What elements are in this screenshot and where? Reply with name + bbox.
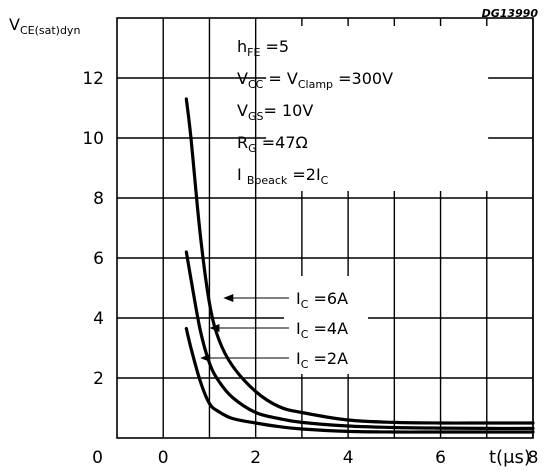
y-tick-label: 6 xyxy=(93,249,104,269)
figure-code: DG13990 xyxy=(482,7,539,20)
series-curves xyxy=(184,97,535,434)
condition-ib: I Bpeack =2IC xyxy=(237,165,329,187)
test-conditions: hFE =5 VCC = VClamp =300V VGS= 10V RG =4… xyxy=(237,37,393,187)
series-curve-2a xyxy=(184,326,535,434)
origin-tick-label: 0 xyxy=(92,448,103,468)
x-tick-label: 4 xyxy=(343,448,354,468)
x-tick-label: 6 xyxy=(435,448,446,468)
legend-label-4a: IC =4A xyxy=(296,319,348,341)
condition-rg: RG =47Ω xyxy=(237,133,308,155)
legend-arrowhead xyxy=(223,294,234,302)
x-tick-label: 8 xyxy=(528,448,539,468)
y-tick-label: 4 xyxy=(93,309,104,329)
y-tick-label: 12 xyxy=(82,69,104,89)
x-tick-label: 0 xyxy=(158,448,169,468)
x-axis-title: t(μs) xyxy=(489,447,531,468)
condition-vgs: VGS= 10V xyxy=(237,101,313,123)
series-curve-4a xyxy=(184,250,535,431)
plot-frame xyxy=(116,17,534,439)
legend-label-2a: IC =2A xyxy=(296,349,348,371)
y-axis-title: VCE(sat)dyn xyxy=(9,15,80,37)
y-tick-label: 10 xyxy=(82,129,104,149)
y-axis-title-main: V xyxy=(9,15,20,34)
tick-labels: 0 2 4 6 8 2 4 6 8 10 12 0 xyxy=(82,69,538,468)
y-axis-title-sub: CE(sat)dyn xyxy=(20,24,80,37)
condition-vcc: VCC = VClamp =300V xyxy=(237,69,393,91)
x-tick-label: 2 xyxy=(250,448,261,468)
legend-label-6a: IC =6A xyxy=(296,289,348,311)
conditions-panel xyxy=(266,26,489,191)
series-curve-6a xyxy=(184,97,535,425)
series-legend: IC =6A IC =4A IC =2A xyxy=(296,289,348,371)
y-tick-label: 2 xyxy=(93,369,104,389)
series-legend-panel xyxy=(284,276,368,374)
condition-hfe: hFE =5 xyxy=(237,37,289,59)
y-tick-label: 8 xyxy=(93,189,104,209)
